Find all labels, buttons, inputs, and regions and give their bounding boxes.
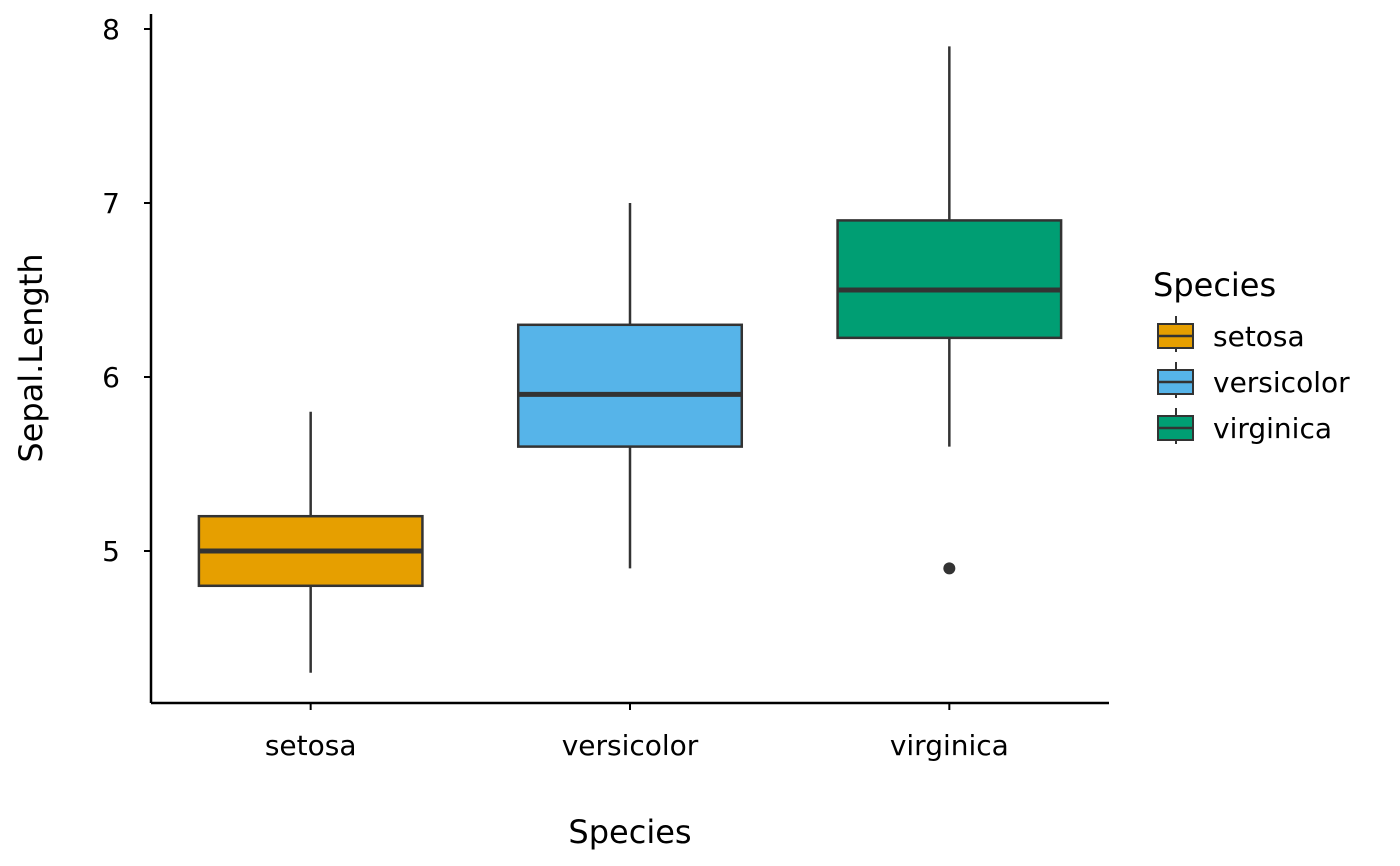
y-tick-label: 6 [102, 361, 120, 394]
x-tick-label: virginica [890, 729, 1009, 762]
x-tick-label: setosa [265, 729, 357, 762]
outlier-point [943, 562, 956, 575]
box-setosa [197, 411, 424, 673]
legend-items: setosa versicolor virginica [1157, 316, 1350, 445]
x-tick-label: versicolor [562, 729, 699, 762]
box-iqr [516, 323, 744, 448]
legend-label: virginica [1213, 412, 1332, 445]
plot-area [197, 46, 1063, 673]
legend-item-setosa: setosa [1157, 316, 1305, 353]
x-axis-title: Species [568, 813, 691, 851]
y-axis-title: Sepal.Length [12, 253, 50, 462]
legend-label: setosa [1213, 320, 1305, 353]
box-virginica [836, 46, 1063, 575]
y-tick-label: 8 [102, 13, 120, 46]
legend-item-versicolor: versicolor [1157, 362, 1350, 399]
box-versicolor [516, 203, 744, 569]
legend-item-virginica: virginica [1157, 408, 1332, 445]
legend-label: versicolor [1213, 366, 1350, 399]
legend: Species setosa versicolor virginica [1153, 266, 1350, 445]
x-axis-ticks: setosa versicolor virginica [265, 703, 1009, 762]
box-iqr [836, 219, 1063, 340]
y-axis-ticks: 5 6 7 8 [102, 13, 151, 568]
y-tick-label: 5 [102, 535, 120, 568]
legend-title: Species [1153, 266, 1276, 304]
y-tick-label: 7 [102, 187, 120, 220]
